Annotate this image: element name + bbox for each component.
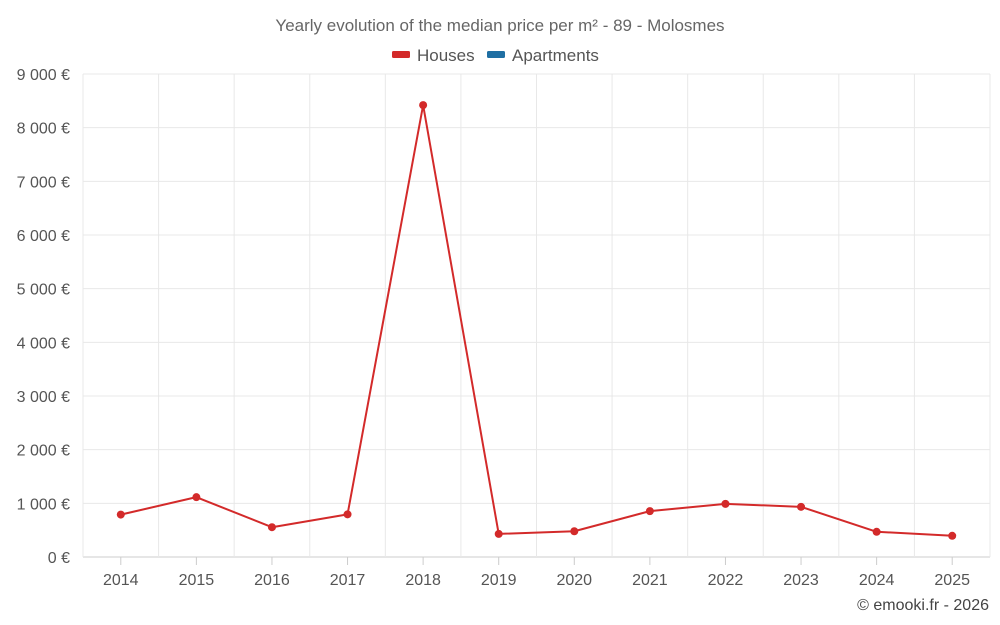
x-tick-label: 2017 xyxy=(330,572,366,589)
data-point[interactable] xyxy=(343,510,352,519)
chart-title: Yearly evolution of the median price per… xyxy=(275,16,724,35)
data-point[interactable] xyxy=(797,502,806,511)
y-axis: 0 € 1 000 € 2 000 € 3 000 € 4 000 € 5 000 € 6 … xyxy=(17,67,70,567)
x-tick-label: 2021 xyxy=(632,572,668,589)
x-tick-label: 2014 xyxy=(103,572,139,589)
legend-label: Apartments xyxy=(512,46,599,65)
x-axis: 2014 2015 2016 2017 2018 2019 2020 2021 2022 2023… xyxy=(103,557,970,589)
x-tick-label: 2020 xyxy=(556,572,592,589)
y-tick-label: 4 000 € xyxy=(17,335,70,352)
x-tick-label: 2018 xyxy=(405,572,441,589)
x-tick-label: 2016 xyxy=(254,572,290,589)
x-tick-label: 2022 xyxy=(708,572,744,589)
y-tick-label: 7 000 € xyxy=(17,174,70,191)
data-point[interactable] xyxy=(721,499,730,508)
x-tick-label: 2019 xyxy=(481,572,517,589)
legend-label: Houses xyxy=(417,46,475,65)
legend-item-apartments[interactable]: Apartments xyxy=(487,46,599,65)
y-tick-label: 8 000 € xyxy=(17,121,70,138)
series-layer xyxy=(116,101,957,540)
y-tick-label: 5 000 € xyxy=(17,282,70,299)
legend-item-houses[interactable]: Houses xyxy=(392,46,475,65)
data-point[interactable] xyxy=(116,510,125,519)
data-point[interactable] xyxy=(419,101,428,110)
y-tick-label: 9 000 € xyxy=(17,67,70,84)
y-tick-label: 2 000 € xyxy=(17,443,70,460)
data-point[interactable] xyxy=(872,527,881,536)
credit-text: © emooki.fr - 2026 xyxy=(857,597,989,614)
y-tick-label: 1 000 € xyxy=(17,496,70,513)
data-point[interactable] xyxy=(267,523,276,532)
series-houses xyxy=(116,101,957,540)
x-tick-label: 2025 xyxy=(934,572,970,589)
legend-swatch xyxy=(392,51,410,58)
data-point[interactable] xyxy=(948,531,957,540)
data-point[interactable] xyxy=(494,529,503,538)
y-tick-label: 3 000 € xyxy=(17,389,70,406)
x-tick-label: 2023 xyxy=(783,572,819,589)
data-point[interactable] xyxy=(645,507,654,516)
grid xyxy=(82,73,991,558)
x-tick-label: 2015 xyxy=(179,572,215,589)
legend: Houses Apartments xyxy=(392,46,599,65)
series-line-houses xyxy=(120,104,953,537)
data-point[interactable] xyxy=(570,527,579,536)
x-tick-label: 2024 xyxy=(859,572,895,589)
y-tick-label: 0 € xyxy=(48,550,70,567)
y-tick-label: 6 000 € xyxy=(17,228,70,245)
data-point[interactable] xyxy=(192,493,201,502)
legend-swatch xyxy=(487,51,505,58)
